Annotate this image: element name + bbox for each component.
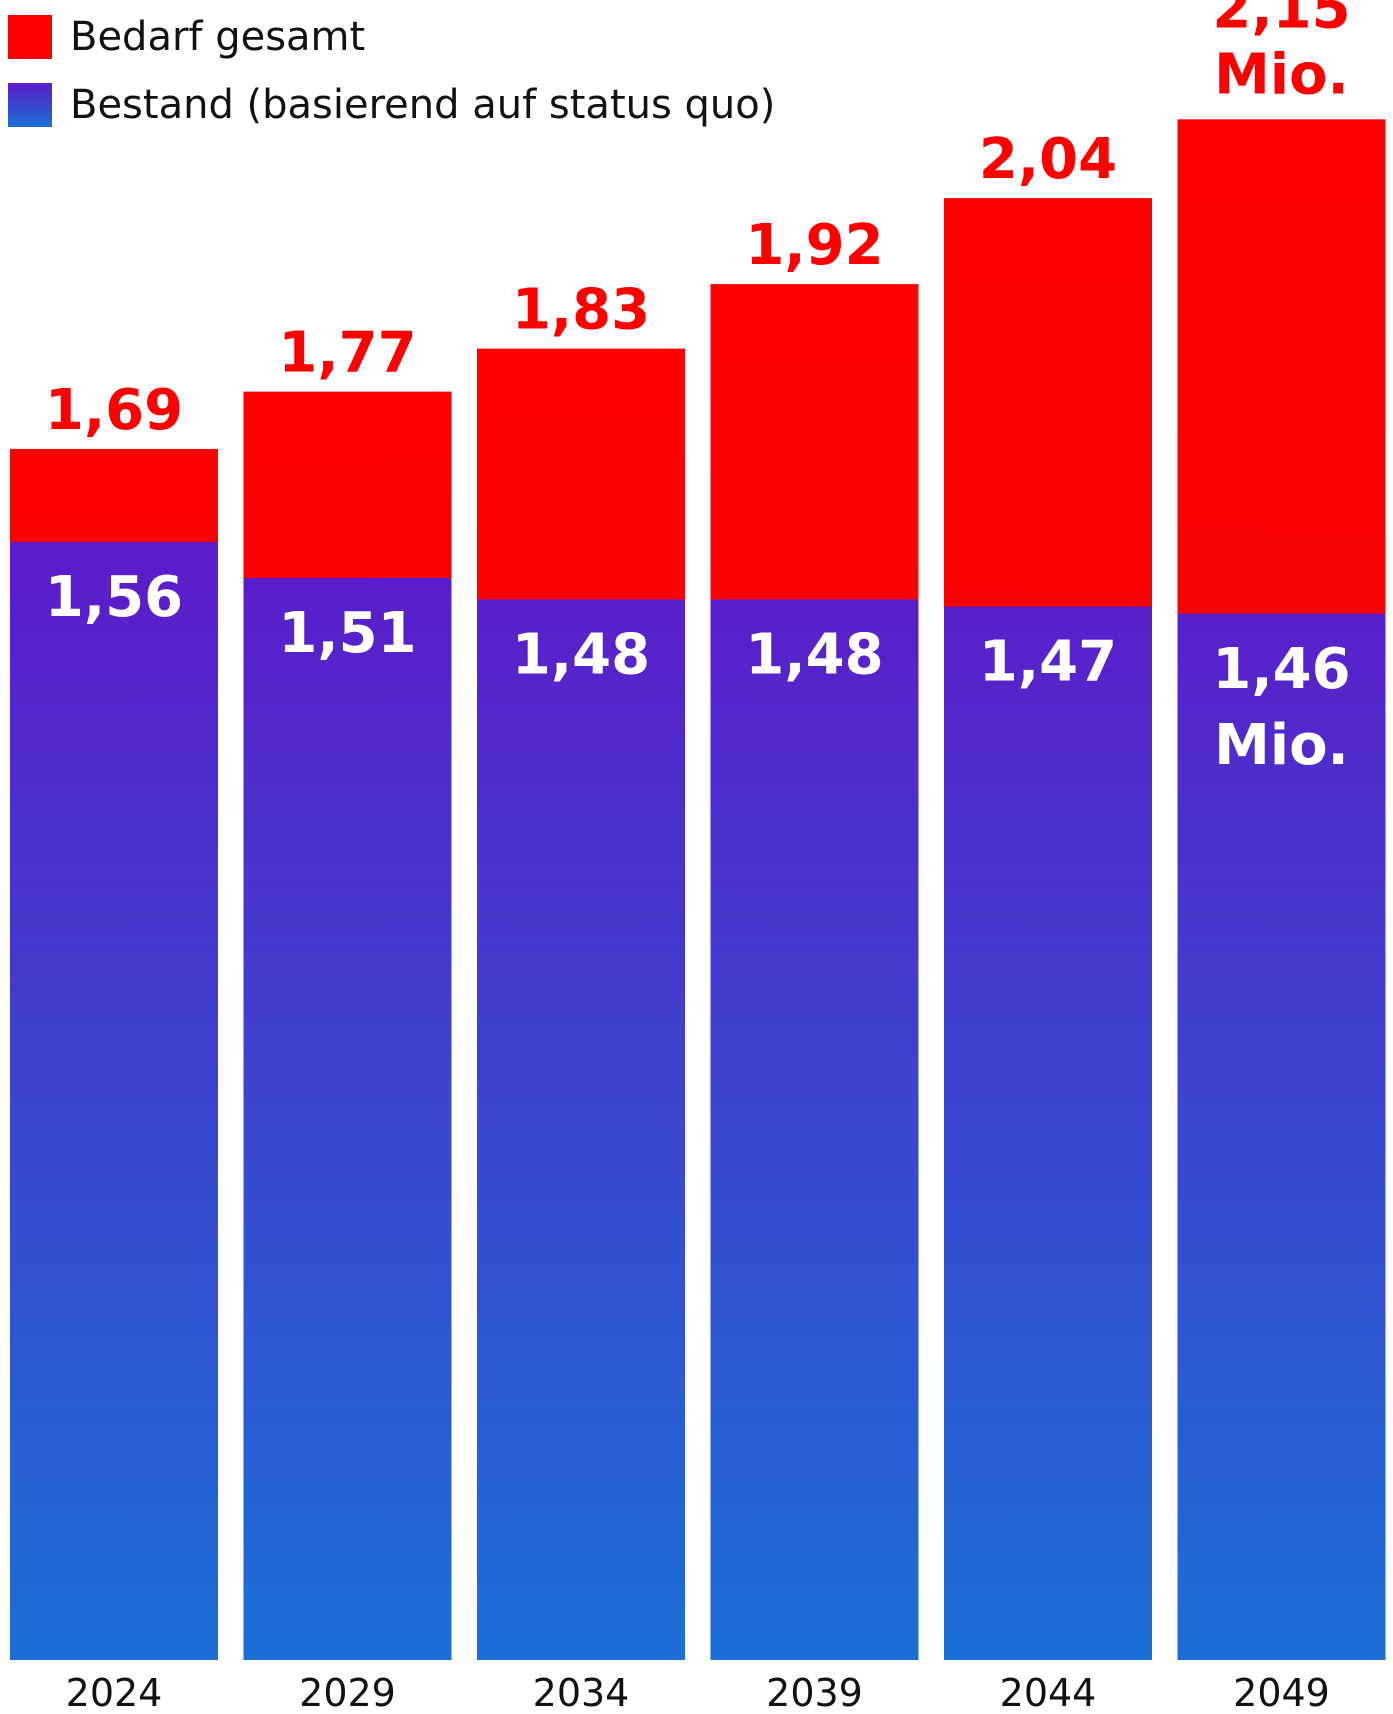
labels-group: 1,69 1,56 2024 1,77 1,51 2029 1,83 1,48 2034 1,92… xyxy=(45,0,1351,1714)
legend-swatch-demand xyxy=(8,15,52,59)
data-label-demand-2044: 2,04 xyxy=(979,127,1117,192)
legend-label-supply: Bestand (basierend auf status quo) xyxy=(70,82,776,128)
data-label-supply-2044: 1,47 xyxy=(979,630,1117,695)
bar-supply-2039 xyxy=(710,599,919,1660)
bar-supply-2024 xyxy=(10,542,218,1660)
data-label-supply-2029: 1,51 xyxy=(278,601,416,666)
legend-item-demand: Bedarf gesamt xyxy=(8,14,365,60)
x-tick-label-2029: 2029 xyxy=(299,1671,396,1714)
bar-supply-2034 xyxy=(477,599,685,1660)
x-tick-label-2034: 2034 xyxy=(533,1671,630,1714)
bar-supply-2029 xyxy=(243,577,452,1660)
data-label-supply-2034: 1,48 xyxy=(512,622,650,687)
data-label-supply-2039: 1,48 xyxy=(745,622,883,687)
data-label-demand-2024: 1,69 xyxy=(45,378,183,443)
data-label-demand-2029: 1,77 xyxy=(278,321,416,386)
data-label-demand-2034: 1,83 xyxy=(512,278,650,343)
legend-swatch-supply xyxy=(8,83,52,127)
data-label-supply-2024: 1,56 xyxy=(45,565,183,630)
x-tick-label-2049: 2049 xyxy=(1233,1671,1330,1714)
data-label-demand-unit-2049: Mio. xyxy=(1214,42,1349,107)
bars-group xyxy=(10,119,1386,1661)
data-label-supply-2049: 1,46 xyxy=(1212,637,1350,702)
bar-supply-2044 xyxy=(944,606,1152,1660)
data-label-demand-2049: 2,15 xyxy=(1212,0,1350,41)
x-tick-label-2039: 2039 xyxy=(766,1671,863,1714)
x-tick-label-2044: 2044 xyxy=(1000,1671,1097,1714)
bar-supply-2049 xyxy=(1177,613,1386,1661)
data-label-demand-2039: 1,92 xyxy=(745,213,883,278)
x-tick-label-2024: 2024 xyxy=(66,1671,163,1714)
legend-label-demand: Bedarf gesamt xyxy=(70,14,366,60)
data-label-supply-unit-2049: Mio. xyxy=(1214,713,1349,778)
legend-item-supply: Bestand (basierend auf status quo) xyxy=(8,82,775,128)
